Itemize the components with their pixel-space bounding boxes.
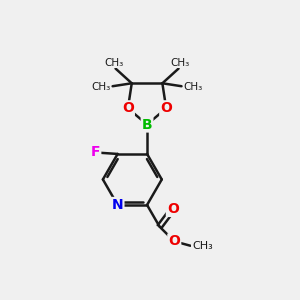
Text: CH₃: CH₃ [170,58,190,68]
Text: CH₃: CH₃ [91,82,110,92]
Text: O: O [122,101,134,115]
Text: CH₃: CH₃ [104,58,124,68]
Text: O: O [160,101,172,115]
Text: O: O [167,202,179,216]
Text: F: F [91,146,100,160]
Text: O: O [168,234,180,248]
Text: B: B [142,118,152,131]
Text: CH₃: CH₃ [192,241,213,251]
Text: N: N [112,198,123,212]
Text: CH₃: CH₃ [184,82,203,92]
